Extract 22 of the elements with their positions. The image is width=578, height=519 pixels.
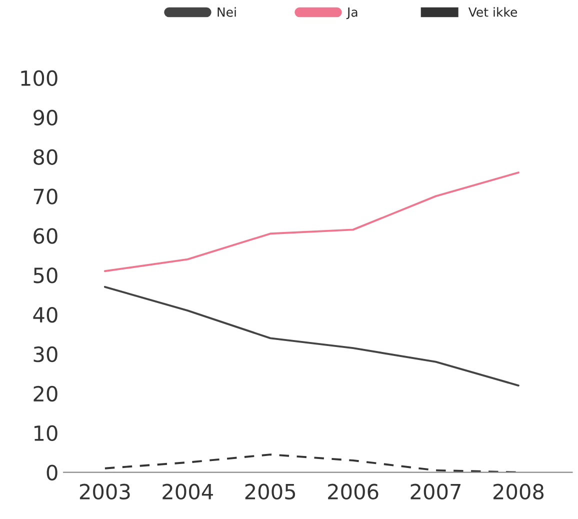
x-tick-label: 2004 [162, 484, 213, 500]
y-tick-label: 10 [34, 425, 58, 442]
line-series [104, 172, 520, 272]
x-tick-label: 2003 [80, 484, 130, 500]
y-tick-label: 70 [34, 188, 58, 204]
y-tick-label: 50 [34, 268, 58, 284]
legend-label: Vet ikke [468, 7, 518, 17]
y-tick-label: 60 [34, 228, 58, 244]
legend-label: Nei [218, 7, 236, 17]
line-series [104, 286, 520, 386]
y-tick-label: 90 [34, 110, 58, 126]
y-tick-label: 30 [34, 346, 58, 362]
y-tick-label: 100 [21, 70, 58, 86]
x-tick-label: 2006 [328, 484, 378, 500]
y-tick-label: 40 [33, 306, 58, 323]
y-tick-label: 20 [34, 386, 58, 402]
y-tick-label: 0 [46, 464, 58, 480]
y-tick-label: 80 [34, 149, 58, 165]
x-tick-label: 2005 [245, 484, 296, 500]
x-tick-label: 2008 [493, 484, 544, 500]
legend-label: Ja [346, 8, 358, 20]
x-tick-label: 2007 [410, 484, 460, 500]
